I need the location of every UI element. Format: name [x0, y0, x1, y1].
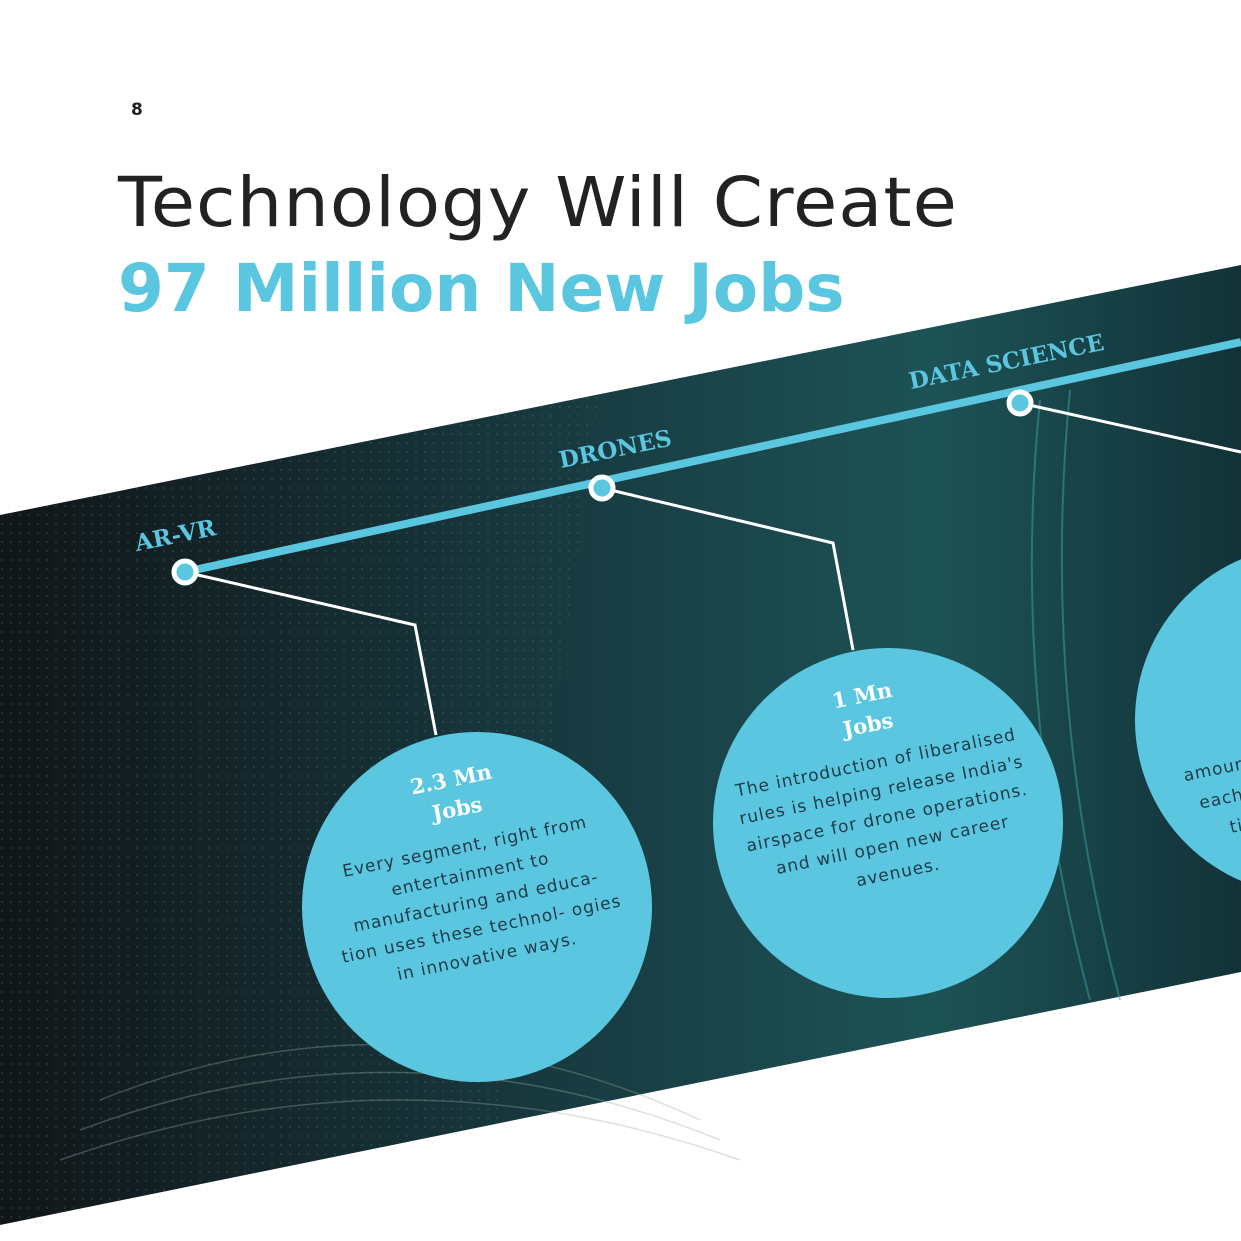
node-arvr: [171, 558, 199, 586]
connector-drones: [601, 486, 855, 651]
node-drones: [588, 474, 616, 502]
timeline-line: [184, 338, 1241, 576]
title-line-2: 97 Million New Jobs: [118, 250, 845, 327]
connector-data-science: [1019, 401, 1241, 454]
connector-arvr: [184, 570, 438, 736]
node-data-science: [1006, 389, 1034, 417]
fragment: Wi: [1175, 670, 1241, 761]
page-number: 8: [131, 100, 143, 120]
title-line-1: Technology Will Create: [118, 162, 958, 242]
